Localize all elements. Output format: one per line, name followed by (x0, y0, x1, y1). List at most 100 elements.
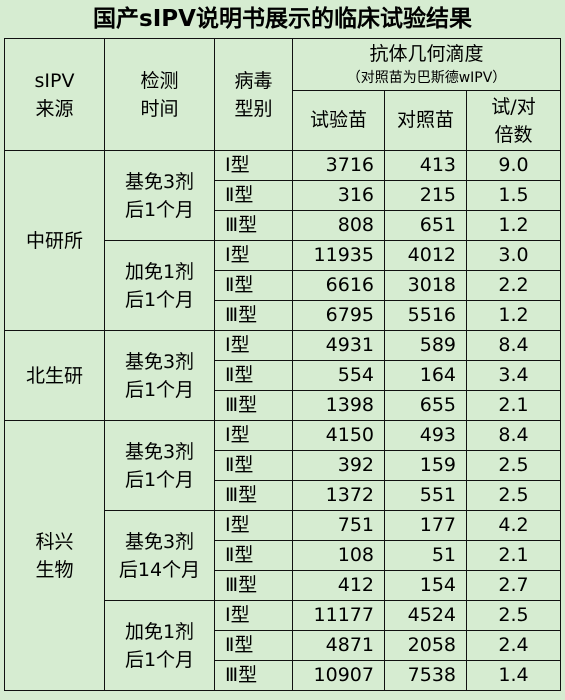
control-value-cell: 164 (384, 360, 467, 391)
test-value-cell: 1398 (292, 390, 385, 421)
table-row: 科兴 生物 基免3剂 后1个月 Ⅰ型 4150 493 8.4 (4, 420, 562, 691)
control-value-cell: 154 (384, 570, 467, 601)
type-cell: Ⅲ型 (214, 210, 293, 241)
type-cell: Ⅱ型 (214, 450, 293, 481)
type-cell: Ⅰ型 (214, 420, 293, 451)
header-gmt-label: 抗体几何滴度 (369, 43, 484, 65)
ratio-cell: 2.5 (465, 600, 562, 631)
table-row: Ⅲ型 1398 655 2.1 (5, 390, 562, 421)
test-value-cell: 6795 (292, 300, 385, 331)
test-value-cell: 11935 (292, 240, 385, 271)
type-cell: Ⅰ型 (214, 150, 293, 181)
control-value-cell: 413 (384, 150, 467, 181)
table-row: Ⅲ型 1372 551 2.5 (5, 480, 562, 511)
control-value-cell: 51 (384, 540, 467, 571)
header-gmt-note: （对照苗为巴斯德wIPV） (346, 70, 507, 86)
control-value-cell: 589 (384, 330, 467, 361)
type-cell: Ⅰ型 (214, 330, 293, 361)
ratio-cell: 1.5 (465, 180, 562, 211)
table-row: Ⅱ型 554 164 3.4 (5, 360, 562, 391)
source-cell: 中研所 (4, 150, 105, 331)
type-cell: Ⅰ型 (214, 240, 293, 271)
table-row: Ⅱ型 392 159 2.5 (5, 450, 562, 481)
type-cell: Ⅰ型 (214, 510, 293, 541)
control-value-cell: 493 (384, 420, 467, 451)
time-cell: 加免1剂 后1个月 (104, 600, 215, 691)
control-value-cell: 651 (384, 210, 467, 241)
type-cell: Ⅱ型 (214, 630, 293, 661)
type-cell: Ⅱ型 (214, 270, 293, 301)
ratio-cell: 2.1 (465, 390, 562, 421)
header-type: 病毒 型别 (214, 38, 293, 151)
type-cell: Ⅰ型 (214, 600, 293, 631)
header-gmt: 抗体几何滴度 （对照苗为巴斯德wIPV） (291, 38, 562, 91)
test-value-cell: 4931 (292, 330, 385, 361)
test-value-cell: 3716 (292, 150, 385, 181)
control-value-cell: 177 (384, 510, 467, 541)
test-value-cell: 108 (292, 540, 385, 571)
test-value-cell: 392 (292, 450, 385, 481)
test-value-cell: 4150 (292, 420, 385, 451)
ratio-cell: 8.4 (465, 420, 562, 451)
type-cell: Ⅲ型 (214, 390, 293, 421)
header-ratio: 试/对 倍数 (465, 90, 562, 151)
test-value-cell: 751 (292, 510, 385, 541)
type-cell: Ⅱ型 (214, 360, 293, 391)
table-row: Ⅱ型 4871 2058 2.4 (5, 630, 562, 661)
control-value-cell: 2058 (384, 630, 467, 661)
type-cell: Ⅲ型 (214, 660, 293, 691)
ratio-cell: 3.4 (465, 360, 562, 391)
time-cell: 基免3剂 后14个月 (104, 510, 215, 601)
ratio-cell: 8.4 (465, 330, 562, 361)
ratio-cell: 4.2 (465, 510, 562, 541)
control-value-cell: 5516 (384, 300, 467, 331)
ratio-cell: 2.2 (465, 270, 562, 301)
control-value-cell: 551 (384, 480, 467, 511)
time-cell: 基免3剂 后1个月 (104, 330, 215, 421)
control-value-cell: 655 (384, 390, 467, 421)
test-value-cell: 10907 (292, 660, 385, 691)
test-value-cell: 412 (292, 570, 385, 601)
control-value-cell: 4012 (384, 240, 467, 271)
control-value-cell: 215 (384, 180, 467, 211)
header-test: 试验苗 (292, 90, 385, 151)
control-value-cell: 159 (384, 450, 467, 481)
time-cell: 基免3剂 后1个月 (104, 150, 215, 241)
ratio-cell: 1.2 (465, 210, 562, 241)
table-row: Ⅱ型 108 51 2.1 (5, 540, 562, 571)
test-value-cell: 1372 (292, 480, 385, 511)
table-row: Ⅲ型 10907 7538 1.4 (5, 660, 562, 691)
type-cell: Ⅲ型 (214, 480, 293, 511)
table-row: Ⅱ型 6616 3018 2.2 (5, 270, 562, 301)
ratio-cell: 2.7 (465, 570, 562, 601)
ratio-cell: 3.0 (465, 240, 562, 271)
ratio-cell: 1.2 (465, 300, 562, 331)
control-value-cell: 3018 (384, 270, 467, 301)
source-cell: 科兴 生物 (4, 420, 105, 691)
table-row: 中研所 基免3剂 后1个月 Ⅰ型 3716 413 9.0 (4, 150, 562, 331)
table-row: Ⅲ型 412 154 2.7 (5, 570, 562, 601)
type-cell: Ⅲ型 (214, 300, 293, 331)
type-cell: Ⅱ型 (214, 540, 293, 571)
test-value-cell: 554 (292, 360, 385, 391)
type-cell: Ⅱ型 (214, 180, 293, 211)
page-title: 国产sIPV说明书展示的临床试验结果 (93, 6, 472, 32)
header-time: 检测 时间 (104, 38, 215, 151)
test-value-cell: 6616 (292, 270, 385, 301)
ratio-cell: 2.4 (465, 630, 562, 661)
table-row: Ⅱ型 316 215 1.5 (5, 180, 562, 211)
test-value-cell: 11177 (292, 600, 385, 631)
table-row: 北生研 基免3剂 后1个月 Ⅰ型 4931 589 8.4 (4, 330, 562, 421)
ratio-cell: 2.5 (465, 480, 562, 511)
control-value-cell: 7538 (384, 660, 467, 691)
type-cell: Ⅲ型 (214, 570, 293, 601)
ratio-cell: 1.4 (465, 660, 562, 691)
table-row: Ⅲ型 808 651 1.2 (5, 210, 562, 241)
test-value-cell: 4871 (292, 630, 385, 661)
test-value-cell: 316 (292, 180, 385, 211)
time-cell: 加免1剂 后1个月 (104, 240, 215, 331)
ratio-cell: 2.5 (465, 450, 562, 481)
control-value-cell: 4524 (384, 600, 467, 631)
header-source: sIPV 来源 (4, 38, 105, 151)
results-table: sIPV 来源 检测 时间 病毒 型别 抗体几何滴度 （对照苗为巴斯德wIPV）… (4, 38, 562, 691)
